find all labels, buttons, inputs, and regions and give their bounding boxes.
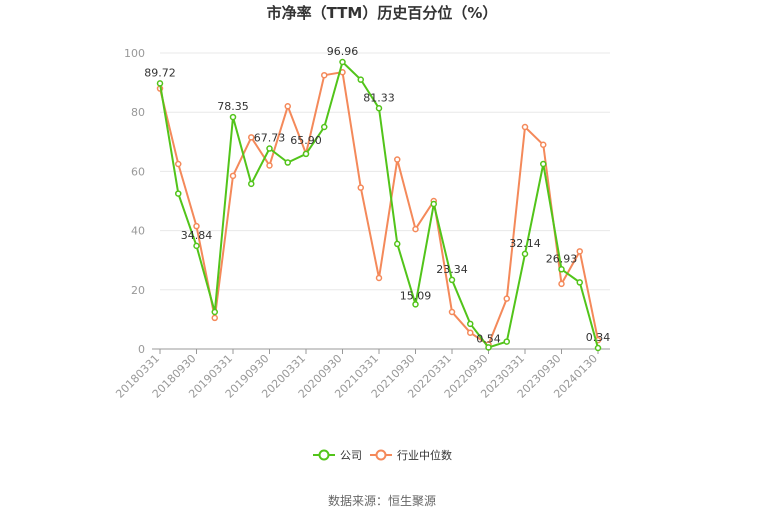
- data-point: [321, 71, 328, 79]
- data-label: 78.35: [217, 100, 249, 113]
- data-label: 23.34: [436, 263, 468, 276]
- legend-marker: [375, 449, 387, 461]
- data-point: [229, 172, 237, 180]
- data-label: 26.93: [546, 252, 578, 265]
- data-label: 15.09: [400, 289, 432, 302]
- data-point: [448, 308, 456, 316]
- data-point: [503, 338, 510, 345]
- data-point: [448, 276, 456, 284]
- data-label: 89.72: [144, 66, 176, 79]
- data-point: [302, 150, 310, 158]
- data-point: [521, 250, 529, 258]
- data-point: [175, 160, 182, 168]
- data-label: 0.34: [586, 331, 611, 344]
- y-tick-label: 80: [131, 106, 145, 119]
- data-label: 0.54: [476, 332, 501, 345]
- data-point: [521, 123, 529, 131]
- data-point: [321, 123, 328, 131]
- data-point: [193, 222, 200, 230]
- data-point: [266, 162, 273, 169]
- y-tick-label: 40: [131, 225, 145, 238]
- data-point: [558, 280, 565, 288]
- data-point: [266, 145, 273, 152]
- data-point: [540, 160, 547, 168]
- data-point: [540, 141, 547, 149]
- data-label: 32.14: [509, 237, 541, 250]
- data-point: [193, 242, 200, 250]
- data-point: [467, 320, 474, 328]
- y-tick-label: 100: [124, 47, 145, 60]
- data-point: [375, 274, 383, 282]
- chart-title: 市净率（TTM）历史百分位（%）: [267, 4, 498, 22]
- data-label: 65.90: [290, 134, 322, 147]
- data-label: 96.96: [327, 45, 359, 58]
- y-tick-label: 20: [131, 284, 145, 297]
- legend-item[interactable]: 公司: [313, 449, 362, 462]
- y-tick-label: 0: [138, 343, 145, 356]
- data-label: 81.33: [363, 91, 395, 104]
- data-point: [594, 344, 602, 352]
- data-point: [175, 190, 182, 197]
- data-point: [156, 80, 164, 87]
- data-point: [248, 180, 255, 188]
- legend-label: 公司: [340, 449, 362, 462]
- data-label: 67.73: [254, 132, 286, 145]
- data-point: [467, 329, 474, 336]
- data-point: [229, 113, 237, 121]
- data-point: [284, 103, 291, 110]
- data-point: [558, 266, 565, 273]
- y-axis-ticks: 0 20 40 60 80 100: [124, 47, 145, 356]
- data-point: [375, 105, 383, 112]
- data-point: [394, 156, 401, 163]
- legend-marker: [318, 449, 330, 461]
- legend[interactable]: 公司 行业中位数: [313, 448, 452, 462]
- legend-item[interactable]: 行业中位数: [370, 448, 452, 462]
- legend-label: 行业中位数: [397, 448, 452, 462]
- data-point: [211, 308, 218, 316]
- data-point: [248, 134, 255, 141]
- data-point: [576, 248, 583, 255]
- series-layer: [156, 58, 602, 352]
- data-point: [394, 240, 401, 248]
- data-point: [412, 225, 419, 233]
- data-labels: 89.72 34.84 78.35 67.73 65.90 96.96 81.33 15.09…: [144, 45, 610, 345]
- data-point: [211, 314, 218, 322]
- data-label: 34.84: [181, 229, 213, 242]
- x-axis: 2018033120180930201903312019093020200331…: [113, 348, 610, 401]
- y-tick-label: 60: [131, 165, 145, 178]
- data-point: [357, 184, 364, 191]
- source-text: 数据来源：恒生聚源: [328, 493, 436, 508]
- data-point: [430, 200, 437, 208]
- data-point: [339, 58, 346, 66]
- data-point: [357, 76, 364, 83]
- data-point: [485, 344, 492, 351]
- data-point: [284, 159, 291, 166]
- data-point: [576, 279, 583, 286]
- data-point: [412, 301, 419, 308]
- data-point: [503, 295, 510, 302]
